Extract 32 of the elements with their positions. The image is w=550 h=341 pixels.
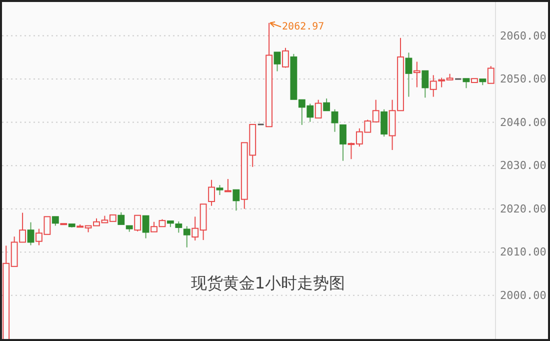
candlestick — [282, 47, 289, 68]
y-tick-label: 2050.00 — [500, 72, 546, 86]
candlestick — [331, 108, 338, 132]
candlestick — [118, 212, 125, 225]
candlestick — [314, 99, 322, 118]
candlestick — [224, 178, 232, 192]
candlestick — [274, 52, 281, 72]
candlestick — [462, 78, 470, 89]
y-tick-label: 2060.00 — [500, 29, 546, 42]
candlestick — [183, 226, 190, 248]
y-tick-label: 2040.00 — [500, 116, 546, 129]
text: 现货黄金1小时走势图 — [190, 274, 346, 292]
candlestick — [413, 61, 420, 88]
y-tick-label: 2010.00 — [500, 246, 546, 259]
candlestick — [134, 214, 142, 232]
y-tick-label: 2030.00 — [500, 159, 546, 172]
candlestick — [175, 220, 182, 234]
candlestick — [487, 66, 494, 84]
candlestick — [405, 52, 412, 98]
candlestick — [142, 215, 150, 239]
annotation: 2062.97 — [282, 21, 324, 32]
candlestick — [232, 189, 240, 212]
candlestick — [216, 184, 224, 196]
y-tick-label: 2000.00 — [500, 288, 546, 302]
y-tick-label: 2020.00 — [500, 202, 546, 216]
candlestick — [422, 70, 429, 98]
candlestick — [208, 179, 215, 206]
candlestick — [27, 222, 34, 246]
candlestick — [380, 108, 388, 138]
candlestick — [340, 124, 346, 162]
candlestick — [323, 98, 330, 112]
candlestick — [52, 216, 59, 226]
